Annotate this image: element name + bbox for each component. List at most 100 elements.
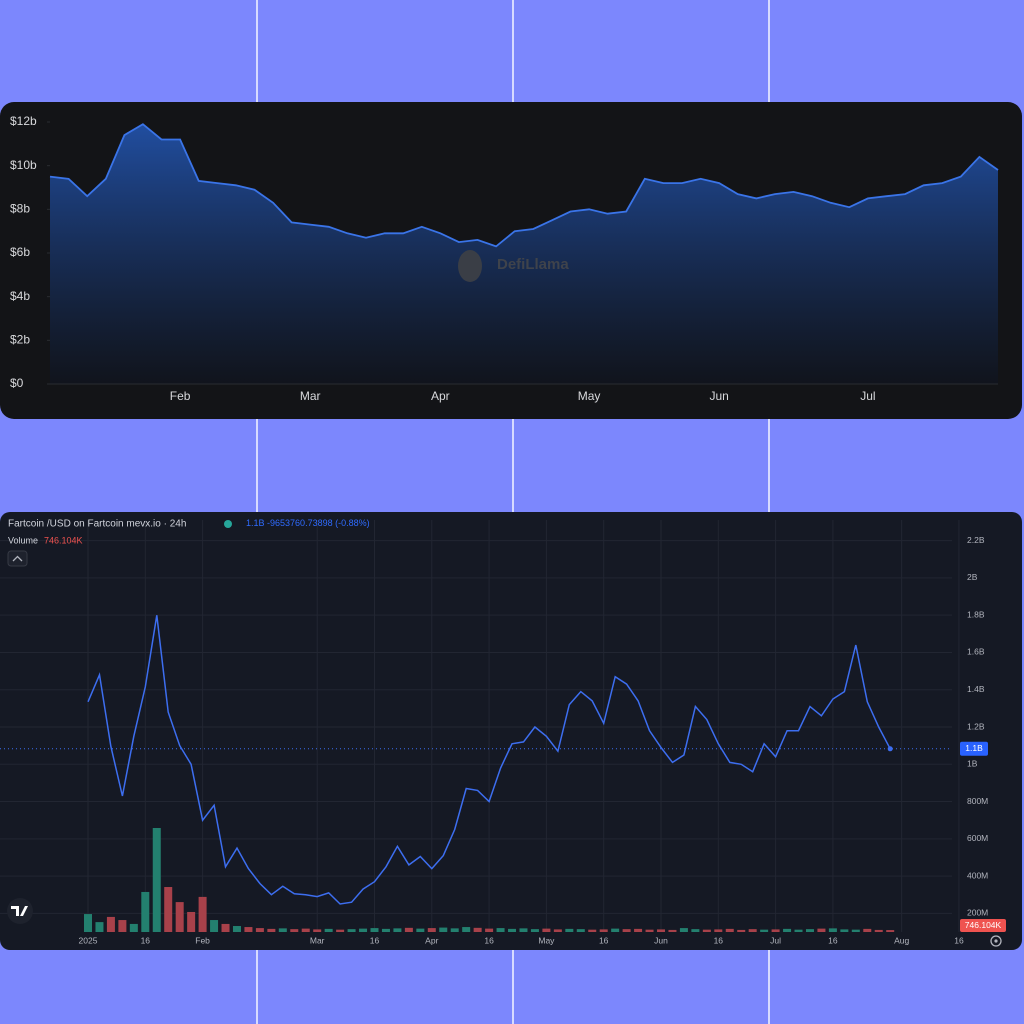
volume-bar (473, 927, 482, 932)
volume-bar (508, 928, 517, 932)
volume-bar (874, 929, 883, 932)
volume-bar (737, 929, 746, 932)
y-tick-label: 400M (967, 870, 988, 880)
volume-bar (210, 920, 219, 932)
y-tick-label: 1B (967, 759, 978, 769)
x-tick-label: 16 (714, 935, 724, 945)
volume-bar (450, 928, 459, 932)
volume-bar (347, 929, 356, 932)
volume-bar (725, 928, 734, 932)
volume-bar (817, 928, 826, 932)
volume-bar (278, 928, 287, 932)
x-tick-label: Jul (860, 389, 875, 403)
volume-bar (783, 928, 792, 932)
x-tick-label: 16 (370, 935, 380, 945)
y-tick-label: 2B (967, 572, 978, 582)
volume-bar (232, 926, 241, 932)
x-tick-label: 16 (141, 935, 151, 945)
volume-bar (301, 928, 310, 932)
y-tick-label: $8b (10, 202, 30, 216)
volume-bar (599, 929, 608, 932)
volume-bar (691, 929, 700, 932)
watermark: DefiLlama (458, 250, 569, 282)
volume-bar (702, 929, 711, 932)
tvl-chart: $0 $2b $4b $6b $8b $10b $12b Feb Mar Apr May Jun Jul… (10, 114, 999, 403)
x-tick-label: 2025 (79, 935, 98, 945)
volume-bar (576, 929, 585, 932)
last-point (887, 746, 893, 752)
volume-bar (657, 929, 665, 932)
x-tick-label: Apr (425, 935, 438, 945)
volume-bar (886, 930, 895, 932)
volume-bar (427, 928, 436, 932)
volume-bar (187, 911, 196, 932)
volume-bar (714, 929, 723, 932)
x-tick-label: 16 (484, 935, 494, 945)
volume-bar (313, 929, 322, 932)
y-tick-label: 1.6B (967, 647, 985, 657)
volume-bar (668, 929, 677, 932)
volume-bar (645, 929, 654, 932)
x-tick-label: Feb (170, 389, 191, 403)
status-dot (224, 520, 232, 528)
volume-bar (565, 928, 574, 932)
volume-bar (416, 928, 425, 932)
volume-bar (290, 929, 299, 932)
y-tick-label: $0 (10, 376, 24, 390)
volume-bar (370, 928, 379, 932)
volume-bar (760, 929, 769, 932)
volume-value: 746.104K (44, 535, 83, 545)
last-volume-badge (960, 919, 1006, 932)
volume-bar (404, 927, 413, 932)
volume-bar (95, 922, 104, 932)
volume-bar (118, 920, 127, 932)
y-tick-label: $10b (10, 158, 37, 172)
x-tick-label: Aug (894, 935, 909, 945)
volume-bar (221, 923, 230, 932)
volume-bar (462, 927, 471, 932)
volume-bar (588, 929, 597, 932)
volume-bar (84, 914, 92, 932)
volume-bar (771, 929, 780, 932)
volume-label: Volume (8, 535, 38, 545)
x-tick-label: Mar (310, 935, 325, 945)
volume-bar (748, 929, 757, 932)
y-tick-label: $6b (10, 245, 30, 259)
x-tick-label: Apr (431, 389, 450, 403)
collapse-button[interactable] (7, 550, 28, 567)
volume-bar (244, 927, 253, 932)
volume-bar (863, 928, 872, 932)
area-line (49, 123, 999, 248)
tv-logo[interactable] (7, 898, 33, 924)
x-tick-label: 16 (599, 935, 609, 945)
volume-bar (794, 929, 803, 932)
y-tick-label: 600M (967, 833, 988, 843)
volume-bar (679, 928, 688, 932)
volume-bar (164, 887, 173, 932)
x-tick-label: May (578, 389, 601, 403)
volume-bar (485, 928, 494, 932)
bottom-panel (0, 512, 1022, 950)
x-tick-label: 16 (828, 935, 838, 945)
last-volume-label: 746.104K (965, 920, 1002, 930)
x-tick-label: Jul (770, 935, 781, 945)
volume-bar (542, 928, 551, 932)
volume-bar (175, 902, 184, 932)
volume-bar (553, 929, 562, 932)
volume-bar (828, 928, 837, 932)
y-tick-label: $4b (10, 289, 30, 303)
y-tick-label: 2.2B (967, 535, 985, 545)
last-price-label: 1.1B (965, 743, 983, 753)
settings-button[interactable] (990, 935, 1002, 947)
volume-bar (393, 928, 402, 932)
y-tick-label: 1.8B (967, 609, 985, 619)
volume-bar (805, 929, 814, 932)
price-line (87, 615, 891, 905)
area-fill (50, 124, 998, 384)
volume-bar (359, 928, 368, 932)
volume-bar (439, 927, 448, 932)
volume-bar (519, 928, 528, 932)
y-tick-label: 800M (967, 796, 988, 806)
